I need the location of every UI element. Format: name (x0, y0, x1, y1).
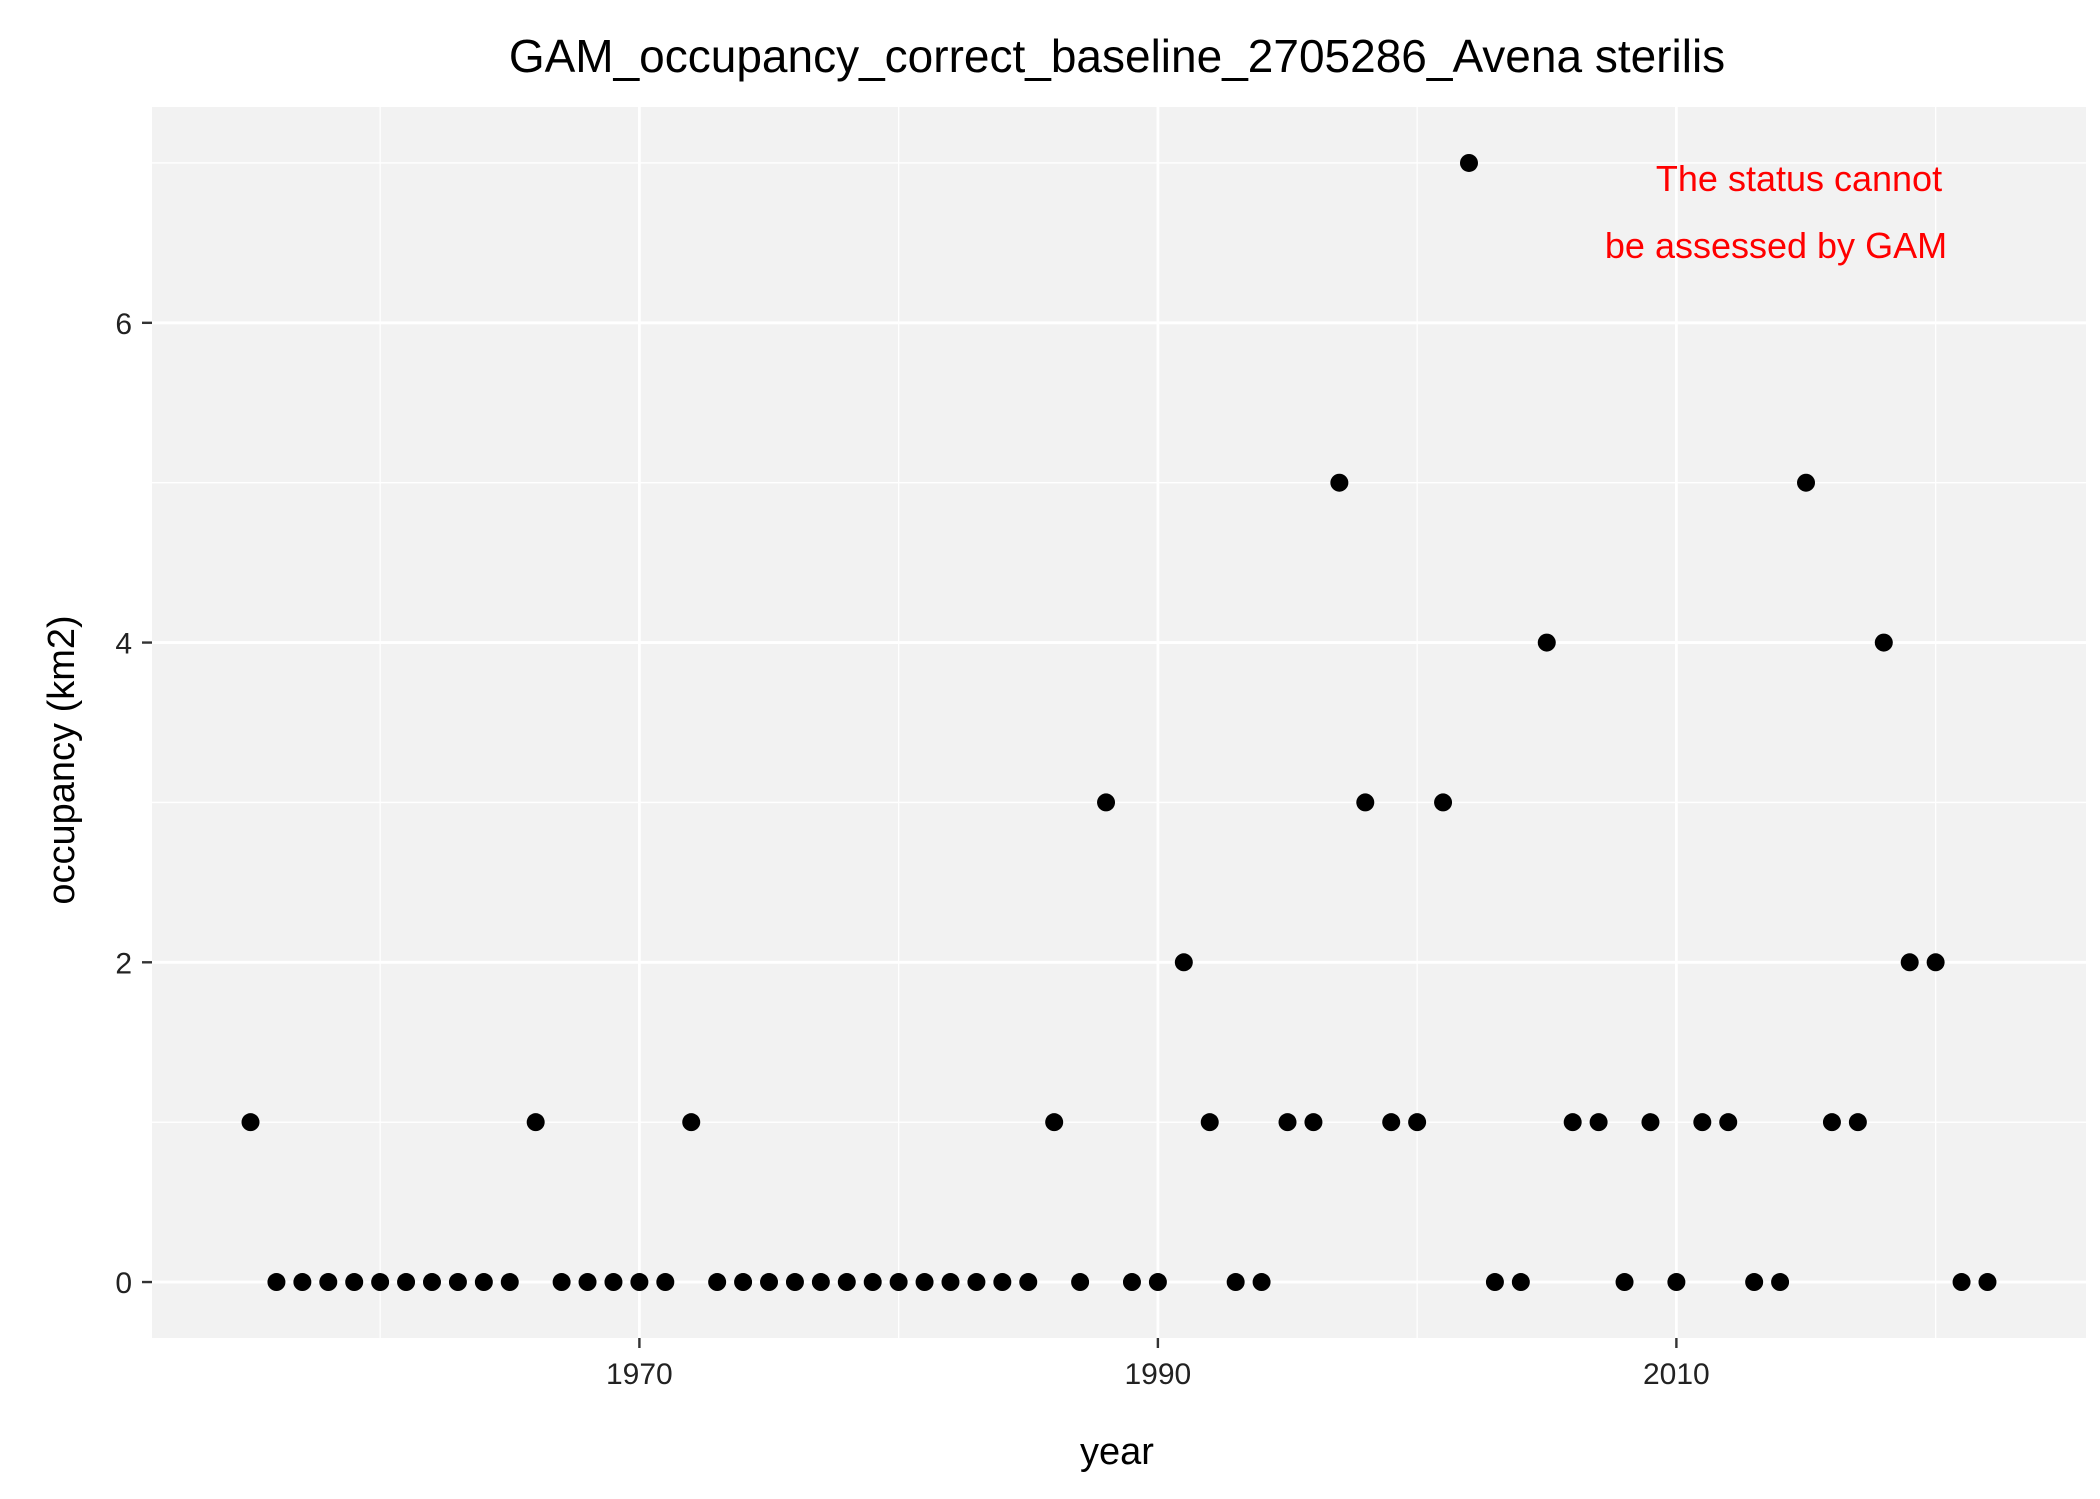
data-point (1019, 1273, 1038, 1292)
data-point (1771, 1273, 1790, 1292)
data-point (371, 1273, 390, 1292)
data-point (1848, 1113, 1867, 1132)
data-point (1097, 793, 1116, 812)
data-point (1667, 1273, 1686, 1292)
data-point (526, 1113, 545, 1132)
x-axis: 1970 1990 2010 (606, 1338, 1710, 1391)
data-point (1045, 1113, 1064, 1132)
data-point (993, 1273, 1012, 1292)
data-points (241, 153, 1997, 1292)
data-point (1822, 1113, 1841, 1132)
data-point (422, 1273, 441, 1292)
data-point (1356, 793, 1375, 812)
data-point (1589, 1113, 1608, 1132)
y-tick-label: 6 (115, 308, 132, 341)
data-point (1226, 1273, 1245, 1292)
y-tick-label: 2 (115, 947, 132, 980)
data-point (1797, 473, 1816, 492)
data-point (1278, 1113, 1297, 1132)
data-point (811, 1273, 830, 1292)
data-point (1148, 1273, 1167, 1292)
data-point (967, 1273, 986, 1292)
data-point (1641, 1113, 1660, 1132)
major-gridlines (152, 107, 2086, 1338)
data-point (1252, 1273, 1271, 1292)
data-point (397, 1273, 416, 1292)
data-point (1330, 473, 1349, 492)
minor-gridlines (152, 107, 2086, 1338)
data-point (1304, 1113, 1323, 1132)
data-point (1874, 633, 1893, 652)
data-point (941, 1273, 960, 1292)
data-point (1174, 953, 1193, 972)
data-point (578, 1273, 597, 1292)
x-axis-title: year (1080, 1431, 1154, 1473)
data-point (1926, 953, 1945, 972)
data-point (1719, 1113, 1738, 1132)
data-point (267, 1273, 286, 1292)
data-point (293, 1273, 312, 1292)
data-point (1537, 633, 1556, 652)
data-point (1382, 1113, 1401, 1132)
annotation-line-1: The status cannot (1656, 158, 1942, 199)
data-point (604, 1273, 623, 1292)
data-point (1408, 1113, 1427, 1132)
data-point (656, 1273, 675, 1292)
data-point (1563, 1113, 1582, 1132)
data-point (915, 1273, 934, 1292)
plot-panel (152, 107, 2086, 1338)
data-point (552, 1273, 571, 1292)
data-point (682, 1113, 701, 1132)
data-point (760, 1273, 779, 1292)
data-point (1978, 1273, 1997, 1292)
annotation-line-2: be assessed by GAM (1605, 225, 1947, 266)
data-point (241, 1113, 260, 1132)
chart-title: GAM_occupancy_correct_baseline_2705286_A… (509, 30, 1725, 82)
x-tick-label: 1990 (1125, 1358, 1192, 1391)
data-point (1511, 1273, 1530, 1292)
data-point (1745, 1273, 1764, 1292)
data-point (500, 1273, 519, 1292)
data-point (1900, 953, 1919, 972)
data-point (1615, 1273, 1634, 1292)
data-point (1485, 1273, 1504, 1292)
y-tick-label: 0 (115, 1267, 132, 1300)
y-axis-title: occupancy (km2) (41, 615, 83, 904)
data-point (1459, 153, 1478, 172)
data-point (345, 1273, 364, 1292)
x-tick-label: 2010 (1643, 1358, 1710, 1391)
data-point (734, 1273, 753, 1292)
data-point (1122, 1273, 1141, 1292)
data-point (474, 1273, 493, 1292)
data-point (837, 1273, 856, 1292)
x-tick-label: 1970 (606, 1358, 673, 1391)
y-tick-label: 4 (115, 628, 132, 661)
data-point (630, 1273, 649, 1292)
data-point (448, 1273, 467, 1292)
data-point (1434, 793, 1453, 812)
y-axis: 0 2 4 6 (115, 308, 152, 1300)
data-point (785, 1273, 804, 1292)
data-point (889, 1273, 908, 1292)
data-point (319, 1273, 338, 1292)
data-point (1952, 1273, 1971, 1292)
data-point (1693, 1113, 1712, 1132)
data-point (1200, 1113, 1219, 1132)
data-point (708, 1273, 727, 1292)
data-point (1071, 1273, 1090, 1292)
data-point (863, 1273, 882, 1292)
